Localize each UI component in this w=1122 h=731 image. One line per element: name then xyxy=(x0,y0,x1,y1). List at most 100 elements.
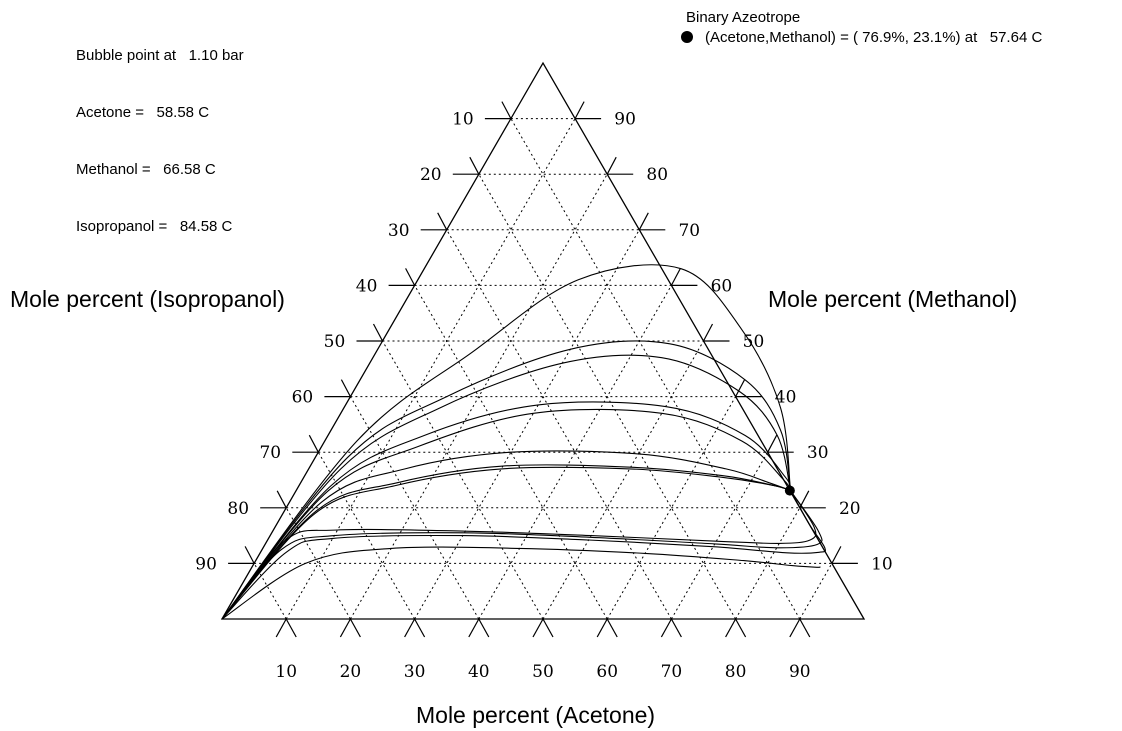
tick-label-acetone-40: 40 xyxy=(468,662,490,682)
azeotrope-title: Binary Azeotrope xyxy=(686,9,801,26)
isotherm-curve-8 xyxy=(221,408,792,620)
tick-bottom-70-a xyxy=(660,618,672,638)
grid-line-isopropanol-60 xyxy=(349,396,480,620)
tick-bottom-30-a xyxy=(404,618,416,638)
acetone-bp-label: Acetone = xyxy=(76,104,144,121)
tick-bottom-70-b xyxy=(670,618,682,638)
isotherm-curve-5 xyxy=(221,466,791,620)
tick-bottom-90-b xyxy=(799,618,811,638)
bubble-point-info: Bubble point at 1.10 bar Acetone = 58.58… xyxy=(76,8,244,255)
tick-label-acetone-80: 80 xyxy=(725,662,747,682)
tick-labels: 10 10 90 20 20 80 30 30 70 40 40 60 50 50 50 60 60 40 70 70… xyxy=(195,110,892,682)
tick-label-methanol-70: 70 xyxy=(678,221,700,241)
tick-label-methanol-50: 50 xyxy=(743,332,765,352)
tick-label-acetone-10: 10 xyxy=(275,662,297,682)
acetone-bp-line: Acetone = 58.58 C xyxy=(76,103,244,122)
left-axis-title: Mole percent (Isopropanol) xyxy=(10,286,285,312)
isotherm-curves xyxy=(221,264,827,620)
tick-right-90-b xyxy=(831,546,842,564)
azeotrope-temperature: 57.64 C xyxy=(989,29,1043,46)
isotherm-curve-4 xyxy=(221,490,817,620)
isopropanol-bp-line: Isopropanol = 84.58 C xyxy=(76,217,244,236)
tick-label-isopropanol-80: 80 xyxy=(227,499,249,519)
tick-label-methanol-80: 80 xyxy=(646,165,668,185)
tick-bottom-60-a xyxy=(596,618,608,638)
tick-label-isopropanol-40: 40 xyxy=(356,276,378,296)
isotherm-curve-2 xyxy=(221,493,827,620)
tick-bottom-80-b xyxy=(735,618,747,638)
tick-left-20-b xyxy=(469,156,480,175)
tick-right-70-b xyxy=(767,434,778,453)
tick-left-80-b xyxy=(276,490,287,509)
grid-line-isopropanol-30 xyxy=(446,229,672,620)
tick-right-60-b xyxy=(735,379,746,397)
tick-label-methanol-30: 30 xyxy=(807,443,829,463)
azeotrope-marker xyxy=(784,485,795,496)
tick-label-methanol-10: 10 xyxy=(871,554,893,574)
grid-lines xyxy=(253,118,833,620)
tick-label-isopropanol-90: 90 xyxy=(195,554,217,574)
tick-bottom-90-a xyxy=(789,618,801,638)
tick-left-10-b xyxy=(501,101,512,119)
tick-right-40-b xyxy=(670,268,681,286)
tick-right-50-b xyxy=(702,323,714,342)
tick-label-isopropanol-10: 10 xyxy=(452,110,474,130)
bubble-point-pressure: 1.10 bar xyxy=(188,47,244,64)
grid-line-acetone-90 xyxy=(799,563,833,620)
tick-bottom-60-b xyxy=(606,618,618,638)
tick-bottom-80-a xyxy=(725,618,737,638)
azeotrope-legend-marker xyxy=(681,31,693,43)
tick-label-isopropanol-70: 70 xyxy=(259,443,281,463)
right-axis-title: Mole percent (Methanol) xyxy=(768,286,1018,312)
grid-line-isopropanol-90 xyxy=(253,563,287,620)
isopropanol-bp-label: Isopropanol = xyxy=(76,218,168,235)
tick-bottom-40-b xyxy=(478,618,490,638)
tick-label-methanol-60: 60 xyxy=(711,276,733,296)
tick-right-20-b xyxy=(606,156,617,175)
isotherm-curve-10 xyxy=(221,354,792,620)
tick-bottom-50-b xyxy=(542,618,554,638)
bubble-point-line: Bubble point at 1.10 bar xyxy=(76,46,244,65)
grid-line-acetone-10 xyxy=(285,118,576,620)
isotherm-curve-12 xyxy=(221,264,792,620)
grid-line-isopropanol-40 xyxy=(414,285,608,620)
tick-label-isopropanol-30: 30 xyxy=(388,221,410,241)
acetone-bp-value: 58.58 C xyxy=(156,104,210,121)
grid-line-isopropanol-10 xyxy=(510,118,801,620)
isopropanol-bp-value: 84.58 C xyxy=(179,218,233,235)
isotherm-curve-9 xyxy=(221,401,792,620)
tick-bottom-30-b xyxy=(414,618,426,638)
azeotrope-legend-text: (Acetone,Methanol) = ( 76.9%, 23.1%) at … xyxy=(705,28,1042,47)
tick-left-50-b xyxy=(372,323,384,342)
tick-left-60-b xyxy=(340,379,351,397)
methanol-bp-label: Methanol = xyxy=(76,161,151,178)
tick-label-acetone-20: 20 xyxy=(340,662,362,682)
tick-left-70-b xyxy=(308,434,319,453)
tick-label-methanol-90: 90 xyxy=(614,110,636,130)
tick-label-isopropanol-20: 20 xyxy=(420,165,442,185)
bottom-axis-title: Mole percent (Acetone) xyxy=(416,702,656,728)
methanol-bp-value: 66.58 C xyxy=(163,161,216,178)
grid-line-acetone-80 xyxy=(735,507,801,620)
isotherm-curve-3 xyxy=(221,491,823,620)
isotherm-curve-1 xyxy=(221,546,821,620)
grid-line-acetone-30 xyxy=(414,229,640,620)
tick-label-acetone-60: 60 xyxy=(596,662,618,682)
tick-left-40-b xyxy=(405,268,416,286)
tick-label-isopropanol-60: 60 xyxy=(292,388,314,408)
tick-label-acetone-30: 30 xyxy=(404,662,426,682)
grid-line-acetone-50 xyxy=(542,340,704,620)
grid-line-isopropanol-70 xyxy=(317,451,416,620)
tick-label-methanol-20: 20 xyxy=(839,499,861,519)
methanol-bp-line: Methanol = 66.58 C xyxy=(76,160,244,179)
tick-label-methanol-40: 40 xyxy=(775,388,797,408)
azeotrope-marker-group xyxy=(784,485,795,496)
tick-left-30-b xyxy=(437,212,448,231)
tick-label-isopropanol-50: 50 xyxy=(324,332,346,352)
tick-right-30-b xyxy=(638,212,649,231)
tick-bottom-40-a xyxy=(468,618,480,638)
tick-bottom-20-b xyxy=(349,618,361,638)
grid-line-isopropanol-50 xyxy=(382,340,544,620)
grid-line-acetone-70 xyxy=(670,451,769,620)
